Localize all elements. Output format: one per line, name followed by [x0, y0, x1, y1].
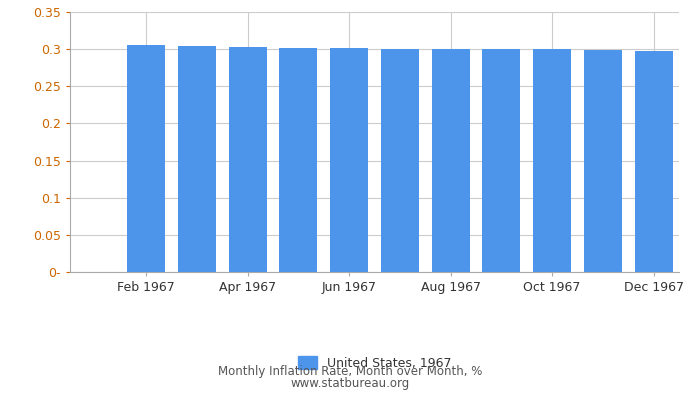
Bar: [381, 49, 419, 272]
Bar: [635, 51, 673, 272]
Bar: [229, 47, 267, 272]
Bar: [584, 50, 622, 272]
Bar: [178, 46, 216, 272]
Bar: [533, 49, 571, 272]
Bar: [482, 49, 520, 272]
Legend: United States, 1967: United States, 1967: [293, 351, 456, 375]
Bar: [279, 48, 317, 272]
Text: Monthly Inflation Rate, Month over Month, %: Monthly Inflation Rate, Month over Month…: [218, 366, 482, 378]
Bar: [330, 48, 368, 272]
Bar: [432, 49, 470, 272]
Text: www.statbureau.org: www.statbureau.org: [290, 378, 410, 390]
Bar: [127, 46, 165, 272]
